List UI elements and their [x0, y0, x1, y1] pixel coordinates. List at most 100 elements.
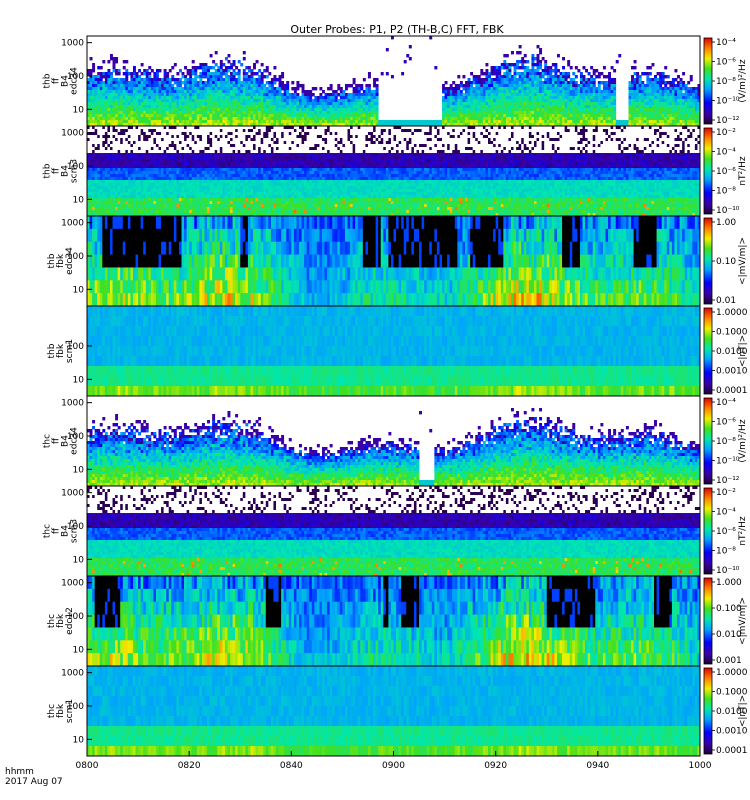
colorbar-label: <|mV/m|>	[738, 237, 748, 285]
spectrogram-cells	[87, 36, 701, 127]
time-label-date: 2017 Aug 07	[5, 777, 63, 787]
colorbar-tick-label: 10⁻⁶	[716, 527, 736, 537]
panel-thb-fbk-edc34: 1000 100 10 thb fbk edc34 1.00 0.10 0.01 <|mV/m|>	[47, 215, 748, 307]
spectrogram-cells	[87, 126, 701, 217]
colorbar-tick-label: 10⁻¹⁰	[716, 206, 740, 216]
ylabel-line: ff	[52, 77, 62, 84]
colorbar-tick-label: 10⁻¹⁰	[716, 97, 740, 107]
y-tick-label: 10	[73, 465, 85, 475]
ylabel-line: edc34	[70, 427, 80, 455]
colorbar-tick-label: 10⁻⁸	[716, 437, 736, 447]
time-label-hhmm: hhmm	[5, 767, 34, 777]
colorbar-tick-label: 0.0010	[716, 727, 748, 737]
panel-ylabel: thb fbk edc34	[47, 247, 75, 275]
colorbar-label: (V/m)²/Hz	[738, 59, 748, 102]
colorbar-label: <|nT|>	[738, 335, 748, 367]
colorbar-tick-label: 0.100	[716, 604, 742, 614]
y-tick-label: 10	[73, 735, 85, 745]
ylabel-line: scm1	[65, 339, 75, 363]
colorbar	[703, 577, 713, 665]
y-tick-label: 1000	[61, 669, 84, 679]
x-tick-label: 0920	[484, 761, 507, 771]
spectrogram-cells	[87, 666, 701, 757]
colorbar-tick-label: 10⁻⁶	[716, 167, 736, 177]
ylabel-line: ff	[52, 437, 62, 444]
colorbar-tick-label: 10⁻⁴	[716, 148, 736, 158]
panel-ylabel: thb ff B4 scm3	[43, 159, 80, 183]
colorbar	[703, 217, 713, 305]
panel-ylabel: thc fbk edc12	[47, 607, 75, 635]
ylabel-line: B4	[61, 525, 71, 537]
ylabel-line: edc34	[70, 67, 80, 95]
colorbar-tick-label: 10⁻⁴	[716, 508, 736, 518]
panel-ylabel: thb fbk scm1	[47, 339, 75, 363]
spectrogram-cells	[87, 408, 701, 487]
y-tick-label: 100	[67, 162, 84, 172]
panel-thb-ff-b4-edc34: 1000 100 10 thb ff B4 edc34 10⁻⁴ 10⁻⁶ 10⁻⁸ 10⁻¹⁰ 10…	[43, 35, 748, 127]
y-tick-label: 100	[67, 72, 84, 82]
ylabel-line: edc34	[65, 247, 75, 275]
x-tick-label: 0840	[280, 761, 303, 771]
y-tick-label: 1000	[61, 489, 84, 499]
ylabel-line: thb	[43, 163, 53, 178]
x-tick-label: 0940	[586, 761, 609, 771]
y-tick-label: 100	[67, 522, 84, 532]
colorbar-label: <|nT|>	[738, 695, 748, 727]
colorbar-label: nT²/Hz	[738, 516, 748, 546]
colorbar-label: <|mV/m|>	[738, 597, 748, 645]
panel-thc-ff-b4-edc34: 1000 100 10 thc ff B4 edc34 10⁻⁴ 10⁻⁶ 10⁻⁸ 10⁻¹⁰ 10…	[43, 395, 748, 487]
colorbar	[703, 397, 713, 485]
panel-ylabel: thb ff B4 edc34	[43, 67, 80, 95]
spectrogram-cells	[87, 486, 701, 577]
colorbar-tick-label: 10⁻¹⁰	[716, 457, 740, 467]
spectrogram-cells	[87, 216, 701, 307]
colorbar-tick-label: 1.00	[716, 218, 736, 228]
colorbar-tick-label: 0.010	[716, 630, 742, 640]
colorbar-tick-label: 10⁻⁶	[716, 418, 736, 428]
colorbar-tick-label: 0.0010	[716, 367, 748, 377]
colorbar-tick-label: 0.1000	[716, 688, 748, 698]
colorbar-tick-label: 10⁻¹²	[716, 476, 740, 486]
colorbar-label: (V/m)²/Hz	[738, 419, 748, 462]
y-tick-label: 10	[73, 105, 85, 115]
colorbar-tick-label: 0.10	[716, 257, 736, 267]
x-tick-label: 1000	[689, 761, 712, 771]
x-tick-label: 0800	[76, 761, 99, 771]
y-tick-label: 100	[67, 432, 84, 442]
y-tick-label: 1000	[61, 129, 84, 139]
ylabel-line: B4	[61, 435, 71, 447]
y-tick-label: 100	[67, 612, 84, 622]
ylabel-line: thc	[47, 614, 57, 628]
colorbar	[703, 37, 713, 125]
ylabel-line: thb	[47, 253, 57, 268]
colorbar-tick-label: 10⁻⁴	[716, 398, 736, 408]
colorbar-tick-label: 10⁻⁸	[716, 547, 736, 557]
colorbar-tick-label: 10⁻¹⁰	[716, 566, 740, 576]
ylabel-line: B4	[61, 75, 71, 87]
ylabel-line: ff	[52, 167, 62, 174]
colorbar-tick-label: 10⁻⁸	[716, 77, 736, 87]
colorbar-tick-label: 10⁻²	[716, 488, 736, 498]
ylabel-line: fbk	[56, 613, 66, 628]
ylabel-line: scm1	[65, 699, 75, 723]
y-tick-label: 100	[67, 342, 84, 352]
ylabel-line: thc	[43, 434, 53, 448]
colorbar	[703, 127, 713, 215]
y-tick-label: 1000	[61, 399, 84, 409]
colorbar-tick-label: 0.001	[716, 656, 742, 666]
colorbar-tick-label: 0.1000	[716, 328, 748, 338]
panel-thc-ff-b4-scm3: 1000 100 10 thc ff B4 scm3 10⁻² 10⁻⁴ 10⁻⁶ 10⁻⁸ 10⁻¹…	[43, 485, 748, 577]
ylabel-line: fbk	[56, 703, 66, 718]
y-tick-label: 100	[67, 252, 84, 262]
panel-thb-fbk-scm1: 100 10 thb fbk scm1 1.0000 0.1000 0.0100 0.0010 0…	[47, 305, 748, 397]
ylabel-line: edc12	[65, 607, 75, 635]
panel-thc-fbk-scm1: 1000 100 10 thc fbk scm1 1.0000 0.1000 0.0100 0.0…	[47, 665, 748, 757]
y-tick-label: 100	[67, 702, 84, 712]
colorbar-tick-label: 0.01	[716, 296, 736, 306]
y-tick-label: 10	[73, 555, 85, 565]
spectrogram-cells	[87, 576, 701, 667]
colorbar-tick-label: 0.0001	[716, 746, 748, 756]
panel-ylabel: thc ff B4 edc34	[43, 427, 80, 455]
